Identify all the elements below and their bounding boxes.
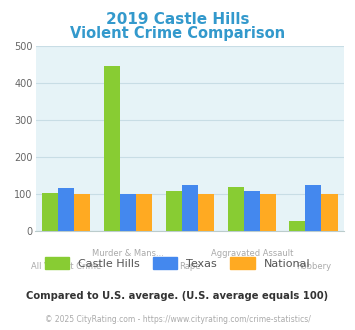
Bar xyxy=(104,66,120,231)
Bar xyxy=(228,187,244,231)
Text: Murder & Mans...: Murder & Mans... xyxy=(92,249,164,258)
Text: © 2025 CityRating.com - https://www.cityrating.com/crime-statistics/: © 2025 CityRating.com - https://www.city… xyxy=(45,315,310,324)
Text: Compared to U.S. average. (U.S. average equals 100): Compared to U.S. average. (U.S. average … xyxy=(26,291,329,301)
Text: Aggravated Assault: Aggravated Assault xyxy=(211,249,293,258)
Bar xyxy=(305,185,322,231)
Text: 2019 Castle Hills: 2019 Castle Hills xyxy=(106,12,249,26)
Bar xyxy=(136,194,152,231)
Text: Violent Crime Comparison: Violent Crime Comparison xyxy=(70,26,285,41)
Bar xyxy=(198,194,214,231)
Bar xyxy=(120,194,136,231)
Bar xyxy=(42,193,58,231)
Bar xyxy=(182,185,198,231)
Legend: Castle Hills, Texas, National: Castle Hills, Texas, National xyxy=(40,253,315,273)
Text: All Violent Crime: All Violent Crime xyxy=(31,262,102,271)
Bar xyxy=(75,194,91,231)
Bar xyxy=(289,221,305,231)
Text: Robbery: Robbery xyxy=(296,262,331,271)
Bar xyxy=(166,191,182,231)
Bar xyxy=(260,194,276,231)
Text: Rape: Rape xyxy=(179,262,201,271)
Bar xyxy=(322,194,338,231)
Bar xyxy=(58,188,75,231)
Bar xyxy=(244,191,260,231)
